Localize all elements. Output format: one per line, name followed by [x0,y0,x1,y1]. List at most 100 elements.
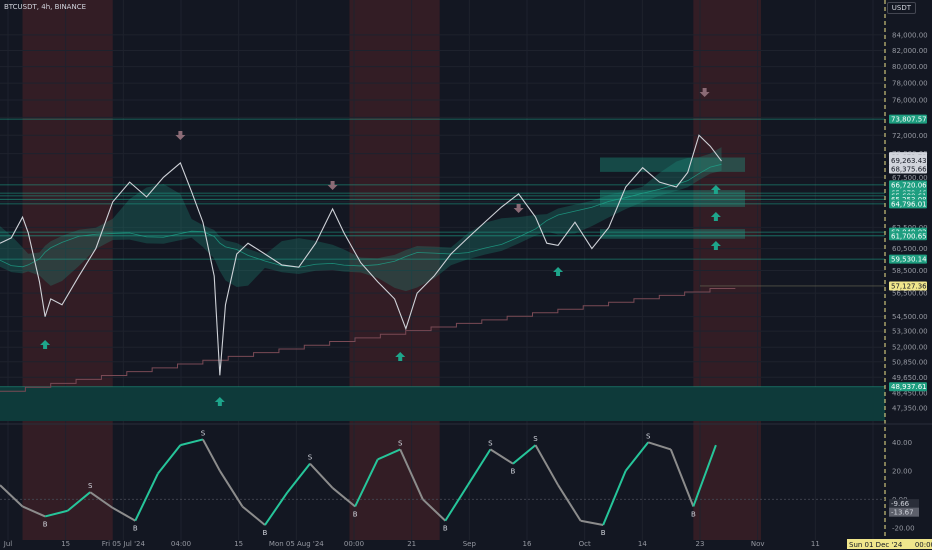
price-level-label: 73,807.57 [891,116,927,124]
oscillator-segment [89,491,114,509]
oscillator-segment [180,438,204,447]
price-level-label: 61,700.65 [891,232,927,240]
oscillator-value-tag [889,507,919,517]
oscillator-segment [624,441,650,472]
buy-arrow-icon [395,352,406,361]
price-axis-tick: 60,500.00 [892,245,928,253]
price-level-tag [889,254,927,264]
oscillator-segment [112,507,136,522]
buy-arrow-icon [214,397,225,406]
crosshair-time-tag [847,539,932,549]
oscillator-buy-signal: B [43,520,48,528]
oscillator-segment [286,463,311,493]
oscillator-buy-signal: B [601,529,606,537]
oscillator-sell-signal: S [646,432,651,440]
price-axis-tick: 54,500.00 [892,313,928,321]
oscillator-segment [512,444,537,465]
oscillator-axis-tick: 20.00 [892,467,912,475]
buy-arrow-icon [710,212,721,221]
price-level-label: 48,937.61 [891,383,927,391]
oscillator-segment [202,438,221,472]
time-axis-tick: 16 [523,540,532,548]
price-level-tag [889,231,927,241]
time-axis-tick: 21 [407,540,416,548]
oscillator-segment [22,505,46,518]
time-axis-tick: Nov [751,540,765,548]
oscillator-sell-signal: S [398,439,403,447]
price-level-label: 68,375.66 [891,165,927,173]
sell-arrow-icon [175,131,186,140]
oscillator-buy-signal: B [353,510,358,518]
time-axis-tick: Jul [3,540,13,548]
oscillator-segment [692,444,717,507]
time-axis-tick: 14 [638,540,647,548]
oscillator-segment [354,458,379,507]
oscillator-sell-signal: S [201,429,206,437]
price-level-tag [889,114,927,124]
oscillator-buy-signal: B [691,510,696,518]
oscillator-sell-signal: S [488,439,493,447]
oscillator-segment [580,519,604,526]
time-axis-tick: 00:00 [344,540,364,548]
price-axis-tick: 82,000.00 [892,47,928,55]
time-axis-tick: Fri 05 Jul '24 [102,540,146,548]
oscillator-segment [67,491,91,512]
sell-arrow-icon [327,181,338,190]
oscillator-segment [669,449,695,507]
oscillator-value-tag [889,499,919,509]
oscillator-segment [534,444,559,486]
oscillator-segment [264,491,289,526]
oscillator-sell-signal: S [308,454,313,462]
oscillator-value-label: -9.66 [891,500,910,508]
price-level-tag [889,155,927,165]
buy-arrow-icon [710,185,721,194]
time-axis-tick: Mon 05 Aug '24 [269,540,324,548]
order-block-zone [600,229,745,239]
price-level-label: 64,796.01 [891,200,927,208]
price-level-label: 69,263.43 [891,157,927,165]
time-axis-tick: 04:00 [171,540,191,548]
price-axis-tick: 48,450.00 [892,390,928,398]
sell-arrow-icon [513,204,524,213]
price-axis-tick: 49,650.00 [892,374,928,382]
time-axis-tick: 15 [234,540,243,548]
price-axis-tick: 84,000.00 [892,31,928,39]
oscillator-segment [134,473,159,522]
price-level-label: 57,127.36 [891,282,927,290]
oscillator-segment [647,441,672,451]
price-axis-tick: 56,500.00 [892,290,928,298]
currency-badge[interactable]: USDT [886,2,916,14]
buy-arrow-icon [710,241,721,250]
buy-arrow-icon [40,340,51,349]
price-axis-tick: 47,350.00 [892,405,928,413]
time-axis-tick: 11 [811,540,820,548]
crosshair-time-value: 00:00 [915,541,932,549]
price-axis-tick: 67,500.00 [892,174,928,182]
oscillator-buy-signal: B [133,525,138,533]
oscillator-segment [0,484,24,508]
price-axis-tick: 72,000.00 [892,132,928,140]
price-axis-tick: 52,000.00 [892,344,928,352]
oscillator-segment [377,448,401,461]
oscillator-segment [309,462,334,489]
oscillator-segment [467,448,492,486]
oscillator-value-label: -13.67 [891,509,914,517]
moving-average-line [0,163,722,268]
oscillator-sell-signal: S [88,482,93,490]
price-level-tag [889,382,927,392]
price-level-label: 59,530.14 [891,256,927,264]
price-axis-tick: 53,300.00 [892,328,928,336]
oscillator-segment [157,444,182,475]
oscillator-sell-signal: S [533,435,538,443]
symbol-title: BTCUSDT, 4h, BINANCE [4,3,87,11]
price-level-tag [889,199,927,209]
oscillator-buy-signal: B [263,529,268,537]
oscillator-segment [602,470,627,526]
oscillator-segment [557,484,582,522]
demand-band [0,386,885,421]
oscillator-segment [241,505,266,526]
oscillator-segment [399,448,424,500]
sell-arrow-icon [699,88,710,97]
